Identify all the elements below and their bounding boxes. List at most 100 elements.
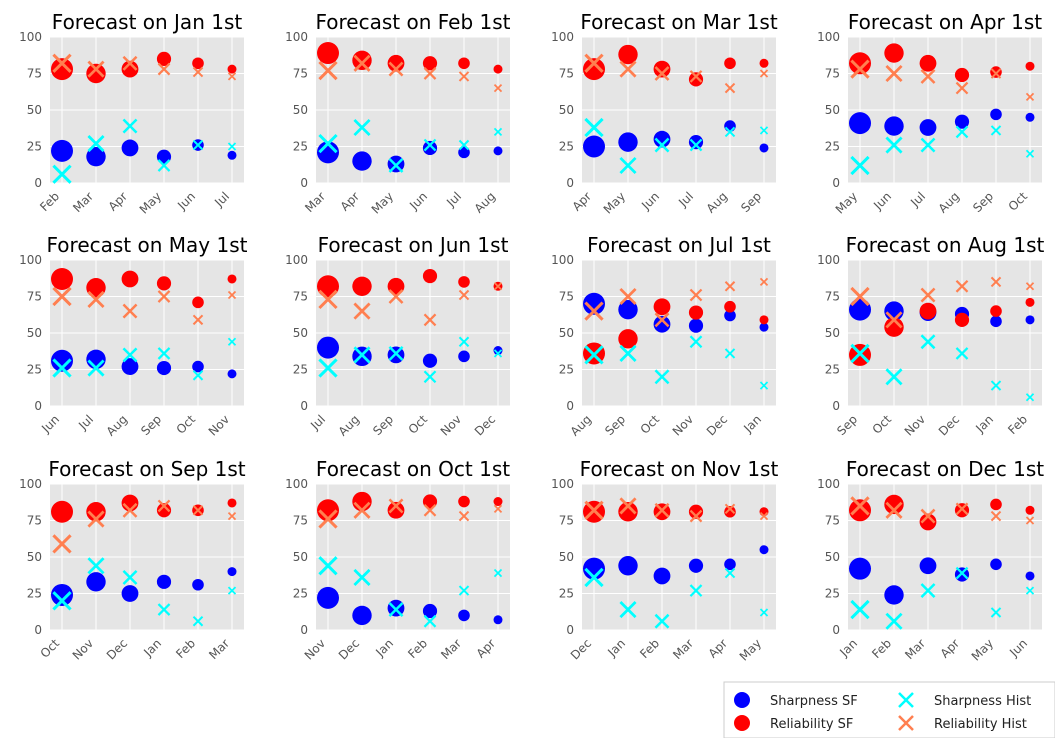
x-tick-label: Nov (302, 636, 328, 662)
x-tick-label: Oct (38, 636, 63, 661)
sharpness-hist-point (689, 335, 703, 349)
reliability-hist-point (423, 313, 437, 327)
sharpness-hist-point (885, 612, 903, 630)
reliability-hist-point (458, 71, 470, 82)
y-tick-label: 75 (27, 67, 42, 81)
reliability-sf-point (990, 498, 1002, 511)
y-tick-label: 0 (832, 623, 840, 637)
reliability-hist-point (122, 55, 138, 71)
x-tick-label: Aug (568, 412, 594, 438)
sharpness-sf-point (227, 369, 237, 379)
x-tick-label: Aug (336, 412, 362, 438)
sharpness-hist-point (318, 556, 338, 576)
reliability-hist-point (318, 289, 338, 310)
sharpness-sf-point (884, 116, 904, 136)
reliability-hist-point (318, 509, 338, 529)
reliability-hist-point (388, 498, 404, 514)
reliability-hist-point (955, 502, 969, 516)
reliability-sf-point (884, 494, 904, 515)
sharpness-sf-point (352, 605, 372, 626)
y-tick-label: 25 (293, 140, 308, 154)
sharpness-hist-point (227, 142, 237, 151)
reliability-sf-point (387, 501, 405, 519)
chart-panel: 0 25 50 75 100 Jul Aug Sep Oct Nov Dec Forecast on … (285, 233, 510, 439)
x-tick-label: Mar (902, 636, 928, 662)
x-tick-label: Apr (938, 636, 963, 661)
x-tick-label: Nov (206, 412, 232, 438)
y-tick-label: 25 (825, 587, 840, 601)
reliability-hist-point (619, 497, 637, 515)
reliability-hist-point (122, 502, 138, 518)
reliability-hist-point (920, 287, 936, 303)
reliability-sf-point (493, 64, 503, 74)
sharpness-sf-point (458, 609, 470, 622)
y-tick-label: 50 (293, 326, 308, 340)
y-tick-label: 50 (825, 326, 840, 340)
x-tick-label: Apr (338, 189, 363, 214)
sharpness-sf-point (121, 585, 139, 602)
reliability-hist-point (724, 281, 736, 292)
panel-title: Forecast on May 1st (47, 233, 248, 257)
sharpness-sf-point (192, 578, 204, 591)
sharpness-sf-point (849, 112, 871, 135)
sharpness-hist-point (388, 602, 404, 617)
x-tick-label: Aug (472, 189, 498, 215)
y-tick-label: 100 (551, 30, 574, 44)
sharpness-sf-point (688, 135, 704, 150)
reliability-sf-point (121, 60, 139, 78)
chart-panel: 0 25 50 75 100 Jan Feb Mar Apr May Jun Forecast on … (817, 457, 1044, 664)
sharpness-sf-point (653, 567, 671, 585)
reliability-sf-point (387, 54, 405, 72)
reliability-sf-point (156, 51, 172, 66)
chart-panel: 0 25 50 75 100 Mar Apr May Jun Jul Aug Forecast on … (285, 10, 511, 217)
reliability-sf-point (884, 43, 904, 63)
sharpness-sf-point (317, 141, 339, 164)
x-tick-label: Feb (405, 636, 430, 661)
sharpness-hist-point (87, 135, 105, 153)
x-tick-label: Jan (604, 636, 628, 660)
sharpness-sf-point (51, 583, 73, 606)
sharpness-hist-point (955, 347, 969, 360)
x-tick-label: Feb (173, 636, 198, 661)
y-tick-label: 25 (27, 587, 42, 601)
x-tick-label: Sep (602, 412, 628, 438)
reliability-sf-point (1025, 297, 1035, 307)
sharpness-hist-point (388, 346, 404, 361)
sharpness-sf-point (422, 603, 438, 619)
reliability-sf-point (688, 72, 704, 87)
reliability-hist-point (584, 301, 604, 321)
reliability-hist-point (192, 505, 204, 516)
x-tick-label: Jan (140, 636, 164, 660)
reliability-hist-point (458, 510, 470, 522)
sharpness-sf-point (458, 146, 470, 159)
sharpness-hist-point (493, 127, 503, 137)
sharpness-hist-point (955, 125, 969, 139)
reliability-hist-point (955, 81, 969, 95)
y-tick-label: 0 (34, 399, 42, 413)
x-tick-label: Nov (670, 412, 696, 438)
sharpness-sf-point (759, 143, 769, 153)
chart-panel: 0 25 50 75 100 May Jun Jul Aug Sep Oct Forecast on … (817, 10, 1042, 217)
sharpness-sf-point (422, 140, 438, 156)
y-tick-label: 0 (300, 623, 308, 637)
reliability-hist-point (493, 282, 503, 291)
reliability-sf-point (86, 278, 106, 298)
sharpness-hist-point (654, 369, 670, 385)
sharpness-sf-point (1025, 571, 1035, 581)
sharpness-hist-point (353, 118, 371, 137)
y-tick-label: 0 (34, 623, 42, 637)
sharpness-hist-point (192, 616, 204, 627)
x-tick-label: Mar (70, 189, 96, 215)
legend-marker-reliability-sf (734, 715, 750, 731)
y-tick-label: 25 (27, 140, 42, 154)
sharpness-hist-point (990, 380, 1002, 391)
reliability-sf-point (688, 305, 704, 320)
x-tick-label: Dec (936, 412, 962, 438)
sharpness-sf-point (990, 108, 1002, 121)
reliability-sf-point (192, 296, 204, 309)
y-tick-label: 50 (559, 326, 574, 340)
reliability-sf-point (849, 499, 871, 522)
y-tick-label: 75 (293, 290, 308, 304)
sharpness-hist-point (759, 126, 769, 135)
